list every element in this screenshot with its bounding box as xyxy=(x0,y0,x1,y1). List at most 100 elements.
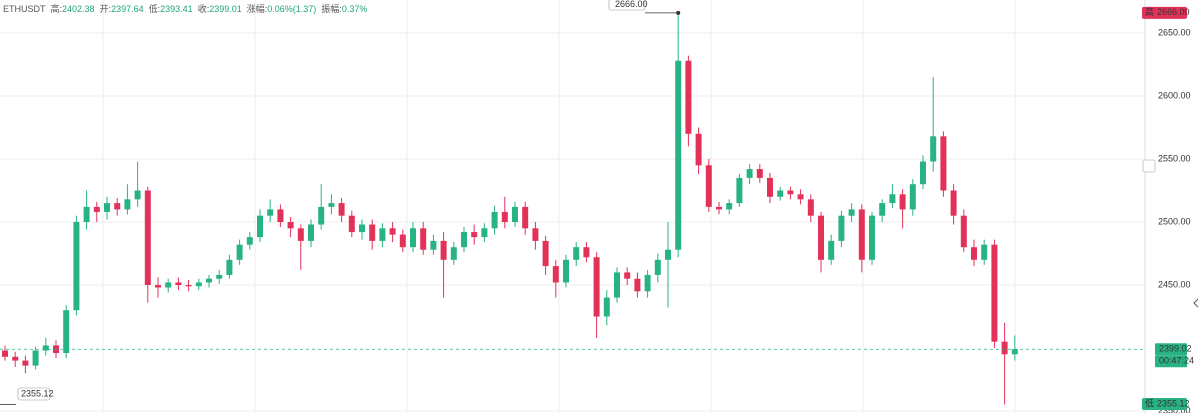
header-value: 2397.64 xyxy=(111,4,144,14)
y-tick-label: 2550.00 xyxy=(1158,153,1191,163)
max-axis-prefix: 高 xyxy=(1145,6,1154,17)
header-label: 涨幅: xyxy=(246,4,268,14)
header-value: 0.37% xyxy=(341,4,368,14)
collapse-arrow[interactable] xyxy=(1193,298,1199,308)
candle-body xyxy=(705,165,712,207)
candle-body xyxy=(675,60,682,250)
header-item: 振幅:0.37% xyxy=(321,4,367,14)
candle-body xyxy=(828,240,835,260)
candle-body xyxy=(369,224,376,241)
countdown-box xyxy=(1155,355,1187,368)
max-callout-box xyxy=(608,0,646,11)
candle-body xyxy=(195,282,202,287)
y-tick-label: 2650.00 xyxy=(1158,27,1191,37)
candle-body xyxy=(818,215,824,260)
candle-body xyxy=(920,161,926,185)
candle-body xyxy=(124,199,131,210)
candle-body xyxy=(624,272,631,279)
candle-body xyxy=(165,282,172,288)
candle-body xyxy=(889,194,896,204)
header-value: 2402.38 xyxy=(62,4,95,14)
candle-body xyxy=(114,203,121,210)
max-dot xyxy=(676,10,681,15)
candle-body xyxy=(399,234,406,248)
candle-body xyxy=(573,247,580,260)
candle-body xyxy=(359,224,365,233)
candle-body xyxy=(563,259,569,283)
candle-body xyxy=(665,249,671,260)
candle-body xyxy=(991,244,998,342)
candle-body xyxy=(501,211,508,222)
candle-body xyxy=(644,274,651,292)
candle-body xyxy=(716,206,722,210)
candle-body xyxy=(583,247,590,258)
candle-body xyxy=(338,203,345,216)
max-axis-label: 2666.00 xyxy=(1157,7,1190,17)
candle-body xyxy=(746,169,753,178)
candle-body xyxy=(787,190,794,195)
candle-body xyxy=(348,215,355,233)
candle-body xyxy=(542,240,549,267)
min-axis-label: 2355.12 xyxy=(1157,398,1190,408)
countdown: 00:47:24 xyxy=(1159,356,1194,366)
header-label: 低: xyxy=(148,4,161,14)
candle-body xyxy=(981,244,988,260)
header-value: 2399.01 xyxy=(209,4,242,14)
header-item: 涨幅:0.06%(1.37) xyxy=(247,4,317,14)
candle-body xyxy=(838,215,845,241)
candle-body xyxy=(960,215,967,248)
candle-body xyxy=(226,259,233,275)
candle-body xyxy=(63,310,70,354)
candle-body xyxy=(1011,349,1018,355)
candle-body xyxy=(634,278,641,292)
candle-body xyxy=(379,228,386,241)
candle-body xyxy=(308,224,314,241)
candle-body xyxy=(879,203,886,216)
candle-body xyxy=(522,206,529,229)
candle-body xyxy=(328,203,335,207)
header-legend: ETHUSDT 高:2402.38 开:2397.64 低:2393.41 收:2399… xyxy=(3,2,372,15)
header-label: 高: xyxy=(50,4,63,14)
candle-body xyxy=(1001,341,1008,355)
max-callout-label: 2666.00 xyxy=(615,0,648,9)
candle-body xyxy=(32,350,39,366)
candle-body xyxy=(471,232,478,238)
candle-body xyxy=(899,194,906,210)
candle-body xyxy=(185,284,192,287)
candle-body xyxy=(318,206,325,225)
candle-body xyxy=(246,237,253,245)
candle-body xyxy=(654,259,661,275)
min-axis-box xyxy=(1142,398,1187,410)
candle-body xyxy=(512,206,518,222)
settings-button[interactable] xyxy=(1142,159,1156,173)
candle-body xyxy=(726,203,733,210)
candle-body xyxy=(532,228,539,241)
candle-body xyxy=(22,360,29,366)
candle-body xyxy=(206,278,212,283)
candle-body xyxy=(410,228,416,248)
header-label: 振幅: xyxy=(321,4,342,14)
candle-body xyxy=(756,169,763,178)
candle-body xyxy=(144,190,151,285)
candle-body xyxy=(603,297,610,317)
candle-body xyxy=(695,133,702,166)
candle-body xyxy=(461,232,467,248)
candle-body xyxy=(155,284,161,288)
min-axis-prefix: 低 xyxy=(1145,397,1154,408)
candle-body xyxy=(257,215,263,238)
candle-body xyxy=(848,209,855,216)
candle-body xyxy=(767,177,773,197)
header-value: 2393.41 xyxy=(160,4,193,14)
candle-body xyxy=(216,274,223,279)
candle-body xyxy=(93,206,100,212)
candle-body xyxy=(104,203,110,212)
header-label: 开: xyxy=(99,4,112,14)
candle-body xyxy=(420,228,427,250)
candle-body xyxy=(134,190,141,200)
candle-body xyxy=(940,136,947,191)
symbol: ETHUSDT xyxy=(3,4,46,14)
candle-body xyxy=(869,215,875,260)
candle-body xyxy=(73,221,80,311)
